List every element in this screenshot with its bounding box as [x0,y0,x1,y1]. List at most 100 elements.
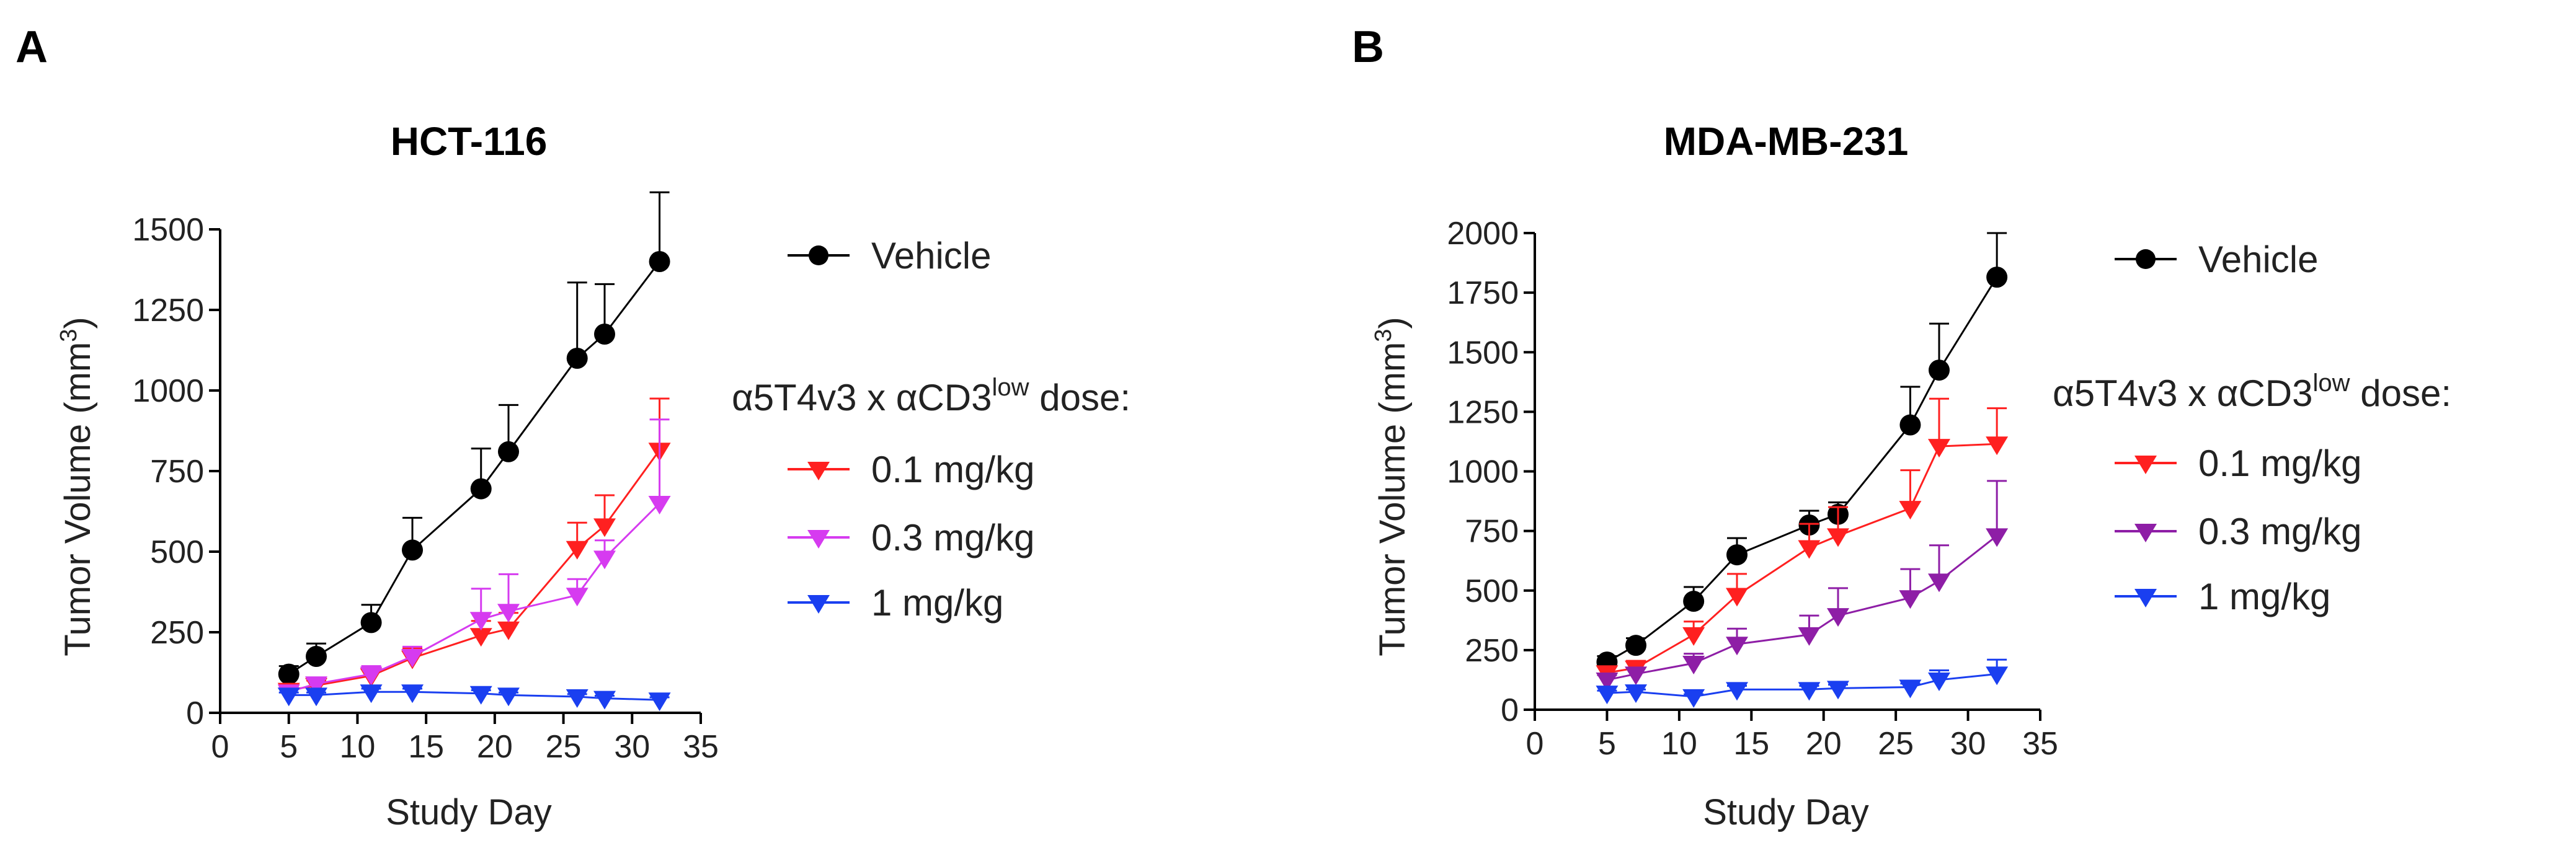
legend-header-sup-b: low [2313,369,2350,397]
legend-marker-03-a [807,530,830,549]
data-point-b [1827,608,1849,627]
legend-label-1-b: 1 mg/kg [2198,576,2330,617]
data-point-b [1986,528,2009,547]
y-tick-label-b: 2000 [1447,216,1519,252]
legend-marker-03-b [2134,524,2157,542]
legend-marker-1-a [807,595,830,614]
data-point-b [1726,682,1748,701]
data-point-a [497,604,520,623]
x-tick-label-b: 20 [1806,726,1842,762]
y-axis-label-main-a: Tumor Volume (mm [58,342,98,656]
plot-area-b: 0 250 500 750 1000 1250 1500 1750 2000 0 5 10 15 20 25… [1447,216,2058,762]
legend-b: Vehicle α5T4v3 x αCD3low dose: 0.1 mg/kg… [2053,239,2451,617]
legend-marker-01-b [2134,456,2157,474]
data-point-a [305,676,327,695]
data-point-b [1625,684,1647,704]
data-point-a [306,646,327,667]
data-point-b [1798,627,1821,646]
y-tick-label-a: 1500 [132,212,204,248]
x-tick-label-b: 5 [1598,726,1616,762]
data-point-b [1899,414,1921,436]
legend-label-1-a: 1 mg/kg [871,582,1003,624]
data-point-b [1798,682,1821,701]
y-tick-label-a: 750 [150,454,204,490]
x-tick-label-b: 0 [1526,726,1544,762]
data-point-b [1899,501,1922,520]
data-point-a [497,621,520,640]
data-point-b [1827,528,1849,547]
data-point-a [497,687,520,707]
legend-header-sup-a: low [992,374,1029,401]
legend-marker-vehicle-a [809,245,828,265]
data-point-a [305,687,327,707]
y-tick-label-a: 1000 [132,373,204,409]
chart-title-a: HCT-116 [391,119,548,164]
data-point-b [1899,679,1922,699]
series-3-b [1596,480,2009,691]
panel-letter-a: A [16,22,48,72]
series-1-b [1596,232,2008,673]
data-point-b [1899,590,1922,609]
x-tick-label-a: 25 [546,729,582,765]
data-point-a [469,686,492,705]
data-point-a [648,496,671,514]
data-point-b [1682,627,1705,646]
y-tick-label-a: 500 [150,534,204,570]
data-point-b [1928,573,1950,593]
data-point-a [401,649,424,668]
x-tick-label-a: 15 [408,729,444,765]
data-point-a [402,539,423,561]
legend-label-01-b: 0.1 mg/kg [2198,443,2361,484]
y-tick-label-b: 1250 [1447,394,1519,430]
data-point-a [401,684,424,704]
x-tick-label-a: 10 [340,729,376,765]
data-point-b [1726,637,1748,656]
plot-area-a: 0 250 500 750 1000 1250 1500 0 5 10 15 20 25 30 35 [132,191,719,765]
legend-marker-1-b [2134,589,2157,607]
x-tick-label-b: 25 [1878,726,1914,762]
legend-label-03-a: 0.3 mg/kg [871,517,1034,558]
legend-header-tail-b: dose: [2350,373,2451,414]
data-point-a [470,478,492,500]
data-point-b [1928,439,1950,458]
y-axis-label-a: Tumor Volume (mm3) [56,317,98,656]
x-tick-label-a: 35 [683,729,719,765]
data-point-a [593,550,616,570]
data-point-b [1726,544,1748,566]
data-point-a [566,348,588,369]
y-axis-label-close-b: ) [1372,317,1413,329]
data-point-b [1928,672,1950,691]
panel-letter-b: B [1352,22,1384,72]
data-point-b [1929,360,1950,381]
legend-a: Vehicle α5T4v3 x αCD3low dose: 0.1 mg/kg… [732,235,1130,624]
y-axis-label-close-a: ) [58,317,98,329]
data-point-b [1682,656,1705,675]
legend-header-main-b: α5T4v3 x αCD3 [2053,373,2313,414]
legend-label-vehicle-a: Vehicle [871,235,991,276]
x-tick-label-b: 15 [1733,726,1769,762]
y-tick-label-b: 1500 [1447,335,1519,371]
data-point-b [1625,635,1646,656]
series-1-a [278,191,670,685]
y-tick-label-a: 1250 [132,293,204,329]
data-point-a [469,612,492,631]
data-point-a [648,692,671,712]
legend-header-main-a: α5T4v3 x αCD3 [732,377,992,418]
y-axis-label-sup-a: 3 [56,329,82,342]
x-axis-label-b: Study Day [1703,792,1869,832]
y-axis-label-sup-b: 3 [1370,329,1397,342]
data-point-a [360,666,383,686]
y-tick-label-b: 1000 [1447,454,1519,490]
x-tick-label-a: 30 [614,729,650,765]
x-tick-label-a: 5 [280,729,298,765]
x-tick-label-b: 35 [2022,726,2058,762]
data-point-b [1798,540,1821,559]
data-point-a [566,541,588,560]
data-point-b [1596,686,1619,705]
y-tick-label-b: 1750 [1447,275,1519,311]
legend-label-vehicle-b: Vehicle [2198,239,2318,280]
data-point-a [498,441,519,462]
x-axis-label-a: Study Day [386,792,552,832]
data-point-a [566,588,588,607]
